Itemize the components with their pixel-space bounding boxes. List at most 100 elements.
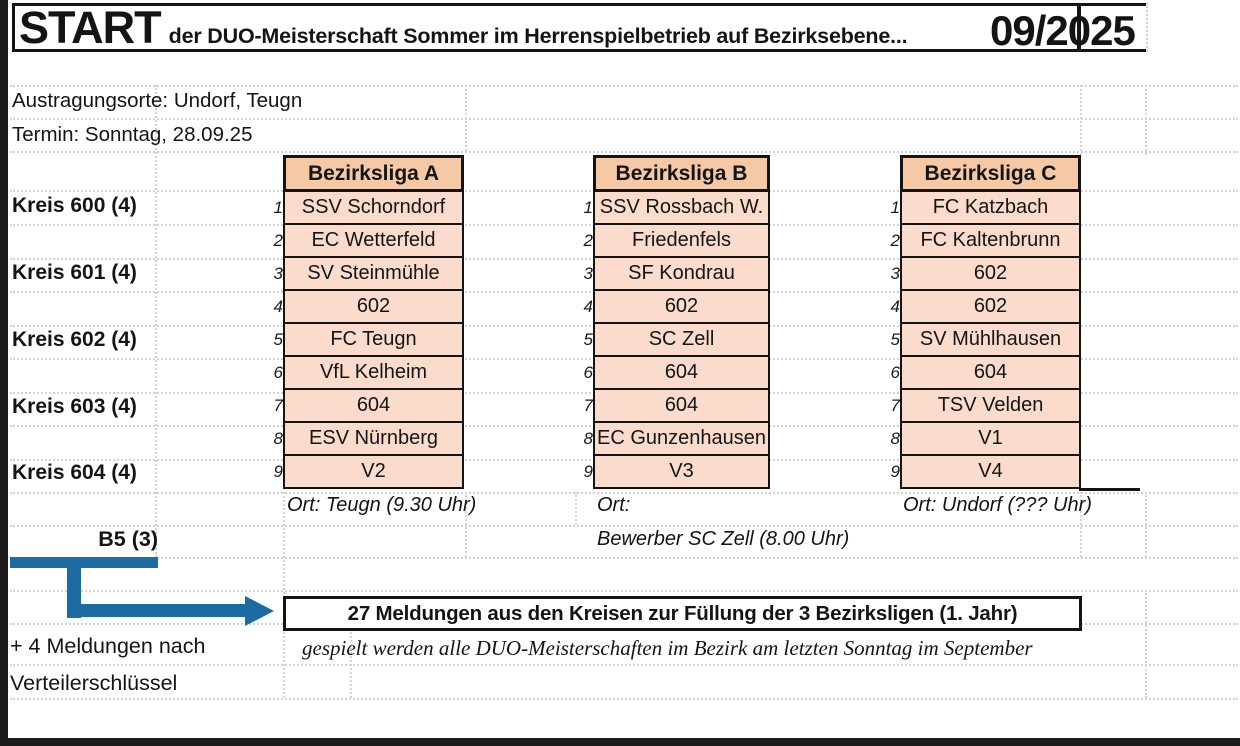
row-number: 2 (273, 230, 283, 250)
gridline (10, 492, 1238, 494)
table-row: 6 604 (584, 355, 770, 390)
row-number: 9 (583, 461, 593, 481)
flow-arrow-stem (67, 557, 81, 618)
table-row: 9 V3 (584, 454, 770, 489)
venue-note-a: Ort: Teugn (9.30 Uhr) (287, 494, 477, 516)
gridline (283, 492, 285, 698)
title-banner: START der DUO-Meisterschaft Sommer im He… (12, 3, 1080, 52)
table-row: 3 SF Kondrau (584, 256, 770, 291)
league-a-header: Bezirksliga A (283, 155, 464, 192)
team-name: Friedenfels (632, 229, 731, 251)
summary-box: 27 Meldungen aus den Kreisen zur Füllung… (283, 596, 1082, 631)
venue-note-c: Ort: Undorf (??? Uhr) (903, 494, 1092, 516)
gridline (10, 151, 1238, 153)
league-table-c: Bezirksliga C 1 FC Katzbach 2 FC Kaltenbru… (891, 155, 1081, 489)
table-c-bottom-border-extension (1079, 488, 1140, 491)
team-name: EC Wetterfeld (311, 229, 436, 251)
applicant-note-b: Bewerber SC Zell (8.00 Uhr) (597, 528, 850, 550)
flow-arrow-head-icon (245, 596, 274, 626)
team-name: SC Zell (648, 328, 715, 350)
gridline (10, 590, 1238, 592)
team-name: 604 (664, 394, 699, 416)
venue-note-b: Ort: (597, 494, 631, 516)
row-number: 2 (890, 230, 900, 250)
gridline (465, 492, 467, 557)
team-name: 604 (664, 361, 699, 383)
gridline (10, 525, 1238, 527)
team-name: SSV Schorndorf (301, 196, 446, 218)
row-number: 4 (583, 296, 593, 316)
kreis-label-601: Kreis 601 (4) (12, 261, 137, 284)
row-number: 1 (890, 197, 900, 217)
team-name: V1 (978, 427, 1003, 449)
gridline (10, 557, 1238, 559)
row-number: 3 (583, 263, 593, 283)
gridline (155, 85, 157, 557)
gridline (465, 85, 467, 151)
row-number: 9 (273, 461, 283, 481)
gridline (10, 118, 1238, 120)
row-number: 7 (890, 395, 900, 415)
row-number: 3 (890, 263, 900, 283)
kreis-label-604: Kreis 604 (4) (12, 461, 137, 484)
gridline (1145, 85, 1147, 155)
row-number: 5 (273, 329, 283, 349)
row-number: 6 (273, 362, 283, 382)
team-name: FC Teugn (330, 328, 417, 350)
league-table-b: Bezirksliga B 1 SSV Rossbach W. 2 Friedenf… (584, 155, 770, 489)
team-name: V4 (978, 460, 1003, 482)
table-row: 2 FC Kaltenbrunn (891, 223, 1081, 258)
team-name: SV Mühlhausen (919, 328, 1062, 350)
team-name: SV Steinmühle (307, 262, 440, 284)
scan-edge-bottom (8, 738, 1240, 746)
table-row: 3 SV Steinmühle (274, 256, 464, 291)
row-number: 4 (273, 296, 283, 316)
table-row: 1 SSV Schorndorf (274, 190, 464, 225)
team-name: V2 (361, 460, 386, 482)
team-name: EC Gunzenhausen (596, 427, 766, 449)
table-row: 2 Friedenfels (584, 223, 770, 258)
table-row: 7 604 (274, 388, 464, 423)
team-name: 602 (356, 295, 391, 317)
table-row: 4 602 (891, 289, 1081, 324)
kreis-label-602: Kreis 602 (4) (12, 328, 137, 351)
table-row: 9 V4 (891, 454, 1081, 489)
row-number: 8 (890, 428, 900, 448)
table-row: 6 604 (891, 355, 1081, 390)
team-name: 604 (973, 361, 1008, 383)
table-row: 6 VfL Kelheim (274, 355, 464, 390)
row-number: 7 (583, 395, 593, 415)
footer-note-line1: + 4 Meldungen nach (10, 634, 206, 658)
table-row: 8 EC Gunzenhausen (584, 421, 770, 456)
gridline (10, 698, 1238, 700)
team-name: SF Kondrau (628, 262, 735, 284)
row-number: 4 (890, 296, 900, 316)
scan-edge-left (0, 0, 8, 746)
team-name: 602 (973, 295, 1008, 317)
table-row: 7 TSV Velden (891, 388, 1081, 423)
row-number: 9 (890, 461, 900, 481)
period-label: 09/2025 (990, 7, 1136, 54)
team-name: 602 (664, 295, 699, 317)
league-b-header: Bezirksliga B (593, 155, 770, 192)
title-cell-divider (1078, 3, 1081, 52)
team-name: FC Katzbach (932, 196, 1049, 218)
table-row: 4 602 (584, 289, 770, 324)
row-number: 8 (583, 428, 593, 448)
league-table-a: Bezirksliga A 1 SSV Schorndorf 2 EC Wetter… (274, 155, 464, 489)
table-row: 8 ESV Nürnberg (274, 421, 464, 456)
venues-line: Austragungsorte: Undorf, Teugn (12, 89, 303, 112)
row-number: 6 (583, 362, 593, 382)
team-name: SSV Rossbach W. (599, 196, 764, 218)
table-row: 5 SC Zell (584, 322, 770, 357)
flow-arrow-top-bar (10, 557, 158, 568)
team-name: FC Kaltenbrunn (920, 229, 1061, 251)
kreis-label-603: Kreis 603 (4) (12, 395, 137, 418)
team-name: 602 (973, 262, 1008, 284)
row-number: 5 (890, 329, 900, 349)
summary-note: gespielt werden alle DUO-Meisterschaften… (302, 636, 1033, 660)
gridline (10, 85, 1238, 87)
row-number: 5 (583, 329, 593, 349)
team-name: 604 (356, 394, 391, 416)
